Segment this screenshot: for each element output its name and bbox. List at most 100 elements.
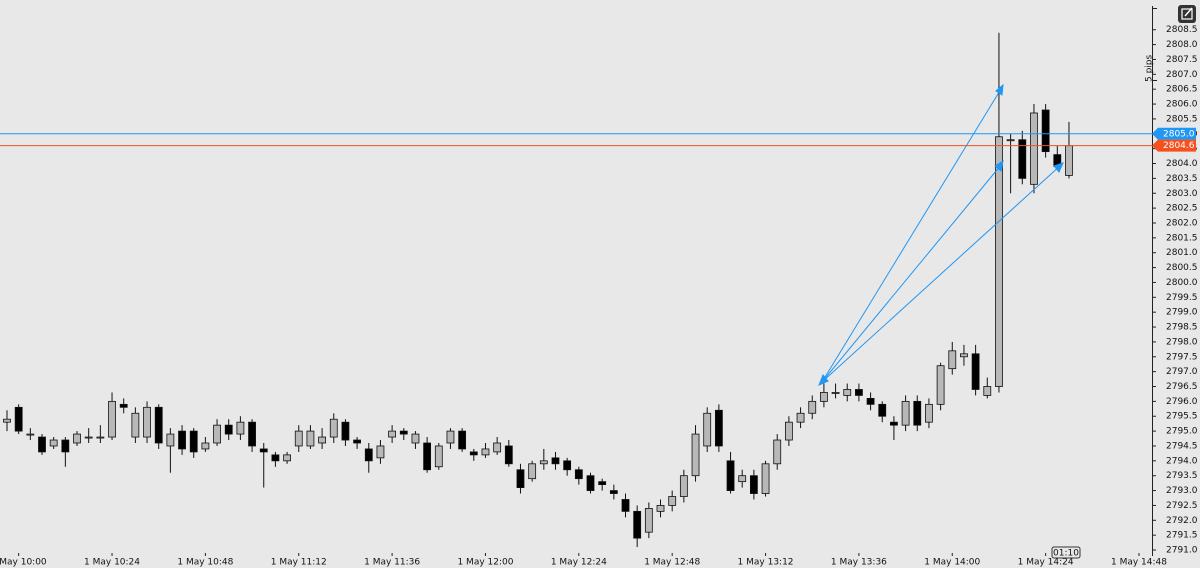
candle-body — [808, 400, 817, 414]
candle-body — [434, 445, 443, 468]
y-tick-label: 2797.5 — [1166, 352, 1198, 362]
candle-body — [236, 421, 245, 435]
measure-label: 5 pips — [1145, 54, 1155, 82]
candle-body — [855, 389, 863, 396]
candle-body — [598, 481, 607, 486]
y-tick-label: 2799.0 — [1166, 308, 1198, 318]
x-tick-label: 1 May 10:24 — [84, 558, 140, 568]
candle-body — [528, 463, 537, 480]
candle-body — [84, 436, 93, 439]
candle-body — [773, 439, 782, 465]
candle-body — [143, 406, 151, 438]
y-tick-label: 2801.5 — [1166, 233, 1198, 243]
y-tick-label: 2804.0 — [1166, 159, 1198, 169]
arrowhead — [1053, 162, 1064, 173]
candle-body — [586, 475, 595, 491]
x-tick-label: 1 May 13:12 — [738, 558, 794, 568]
candle-body — [271, 454, 280, 462]
x-tick-label: 1 May 11:36 — [364, 558, 420, 568]
y-tick-label: 2792.0 — [1166, 516, 1198, 526]
x-tick-label: 1 May 12:00 — [457, 558, 513, 568]
candle-body — [633, 510, 642, 539]
countdown: 01:10 — [1053, 549, 1079, 559]
candle-body — [960, 353, 968, 358]
y-tick-label: 2808.0 — [1166, 40, 1198, 50]
candle-body — [1041, 109, 1050, 153]
arrow — [821, 164, 1062, 383]
candle-body — [563, 460, 572, 471]
candle-body — [411, 433, 420, 444]
candle-body — [516, 469, 525, 488]
candle-body — [1018, 139, 1027, 179]
candle-body — [189, 430, 198, 453]
candle-body — [154, 406, 163, 444]
candle-body — [936, 365, 945, 405]
candle-body — [96, 436, 105, 439]
x-tick-label: 1 May 14:00 — [924, 558, 980, 568]
candle-body — [108, 400, 116, 438]
edit-icon[interactable] — [1178, 5, 1196, 23]
y-tick-label: 2793.5 — [1166, 471, 1198, 481]
candle-body — [423, 442, 432, 471]
candle-body — [726, 460, 735, 491]
y-tick-label: 2806.0 — [1166, 100, 1198, 110]
candle-body — [166, 433, 175, 447]
candle-body — [329, 418, 338, 438]
candle-body — [925, 403, 933, 423]
candle-body — [119, 403, 128, 408]
candle-body — [691, 433, 700, 477]
candle-body — [376, 445, 385, 459]
candle-body — [283, 454, 291, 462]
candle-body — [971, 353, 980, 390]
x-tick-label: 1 May 14:24 — [1018, 558, 1074, 568]
price-badge-label: 2804.6 — [1163, 141, 1195, 151]
candle-body — [866, 397, 875, 405]
y-tick-label: 2801.0 — [1166, 248, 1198, 258]
x-tick-label: 1 May 10:48 — [177, 558, 233, 568]
candle-body — [469, 451, 478, 456]
x-tick-label: 1 May 12:48 — [644, 558, 700, 568]
candle-body — [901, 400, 910, 426]
arrowhead — [818, 374, 829, 386]
x-tick-label: 1 May 11:12 — [271, 558, 327, 568]
candle-body — [749, 475, 758, 494]
y-tick-label: 2793.0 — [1166, 486, 1198, 496]
y-tick-label: 2797.0 — [1166, 367, 1198, 377]
y-tick-label: 2800.0 — [1166, 278, 1198, 288]
candle-body — [539, 460, 548, 465]
price-badge-label: 2805.0 — [1163, 129, 1195, 139]
icon-pen — [1184, 7, 1193, 17]
candle-body — [551, 457, 560, 465]
price-badge — [1152, 139, 1196, 152]
candle-body — [318, 436, 326, 444]
arrowhead — [995, 83, 1004, 96]
y-tick-label: 2794.0 — [1166, 456, 1198, 466]
candle-body — [995, 136, 1003, 387]
drawing-arrows — [818, 83, 1064, 386]
candle-body — [248, 421, 256, 447]
candle-body — [259, 448, 268, 453]
y-tick-label: 2807.5 — [1166, 55, 1198, 65]
candle-body — [784, 421, 793, 441]
candle-body — [131, 412, 140, 438]
candle-body — [446, 430, 455, 444]
candle-body — [353, 439, 362, 444]
candle-body — [14, 406, 23, 432]
candle-body — [201, 442, 210, 450]
candle-body — [26, 433, 35, 436]
candle-body — [656, 505, 665, 512]
candle-body — [364, 448, 373, 462]
candle-body — [574, 469, 583, 480]
y-tick-label: 2796.5 — [1166, 382, 1198, 392]
candle-body — [224, 424, 233, 435]
candle-body — [983, 386, 992, 396]
candle-body — [609, 490, 618, 494]
candle-body — [890, 421, 898, 426]
candle-body — [703, 412, 712, 447]
price-badge — [1152, 127, 1196, 140]
y-tick-label: 2791.0 — [1166, 546, 1198, 556]
candle-body — [504, 445, 513, 465]
candle-body — [294, 430, 303, 447]
x-tick-label: 1 May 14:48 — [1111, 558, 1167, 568]
